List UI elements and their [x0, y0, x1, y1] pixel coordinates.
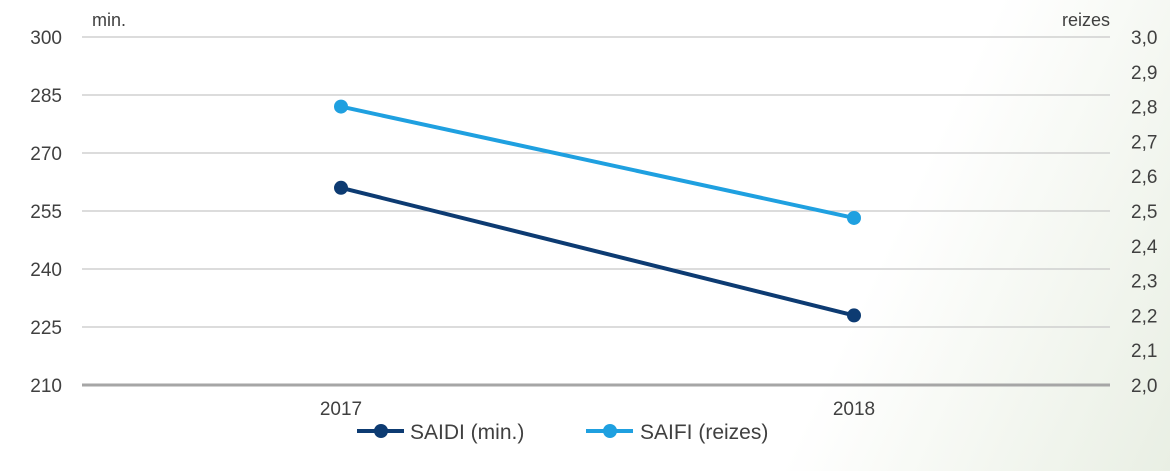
right-tick-label: 2,9 [1131, 63, 1157, 84]
left-tick-label: 240 [30, 260, 62, 281]
left-tick-label: 225 [30, 318, 62, 339]
left-tick-label: 270 [30, 144, 62, 165]
right-tick-label: 2,6 [1131, 167, 1157, 188]
right-tick-label: 2,0 [1131, 376, 1157, 397]
left-tick-label: 300 [30, 28, 62, 49]
right-tick-label: 2,7 [1131, 132, 1157, 153]
x-tick-label: 2018 [833, 399, 875, 420]
data-point-saifi [847, 210, 861, 225]
data-point-saidi [847, 308, 861, 323]
series-line-saidi [340, 185, 855, 318]
series-line-saifi [340, 104, 855, 220]
data-point-saidi [334, 180, 348, 195]
legend-saifi-marker [603, 424, 617, 438]
gridlines [82, 36, 1110, 387]
legend-saidi-marker [374, 424, 388, 438]
left-axis-ticks: 300 285 270 255 240 225 210 [30, 28, 62, 397]
legend: SAIDI (min.) SAIFI (reizes) [357, 421, 768, 444]
right-tick-label: 2,8 [1131, 98, 1157, 119]
data-point-saifi [334, 99, 348, 114]
right-tick-label: 3,0 [1131, 28, 1157, 49]
legend-item-saifi: SAIFI (reizes) [586, 421, 768, 444]
left-axis-unit-label: min. [92, 10, 126, 30]
series-lines [340, 104, 855, 318]
left-tick-label: 255 [30, 202, 62, 223]
series-points [334, 99, 861, 323]
left-tick-label: 210 [30, 376, 62, 397]
right-tick-label: 2,4 [1131, 237, 1158, 258]
right-axis-unit-label: reizes [1062, 10, 1110, 30]
legend-item-saidi: SAIDI (min.) [357, 421, 524, 444]
right-tick-label: 2,3 [1131, 272, 1157, 293]
right-axis-ticks: 3,0 2,9 2,8 2,7 2,6 2,5 2,4 2,3 2,2 2,1 2,0 [1131, 28, 1158, 397]
legend-saidi-label: SAIDI (min.) [410, 421, 524, 444]
x-tick-label: 2017 [320, 399, 362, 420]
right-tick-label: 2,1 [1131, 341, 1157, 362]
x-axis-ticks: 2017 2018 [320, 399, 875, 420]
left-tick-label: 285 [30, 86, 62, 107]
right-tick-label: 2,2 [1131, 306, 1157, 327]
right-tick-label: 2,5 [1131, 202, 1157, 223]
legend-saifi-label: SAIFI (reizes) [640, 421, 768, 444]
